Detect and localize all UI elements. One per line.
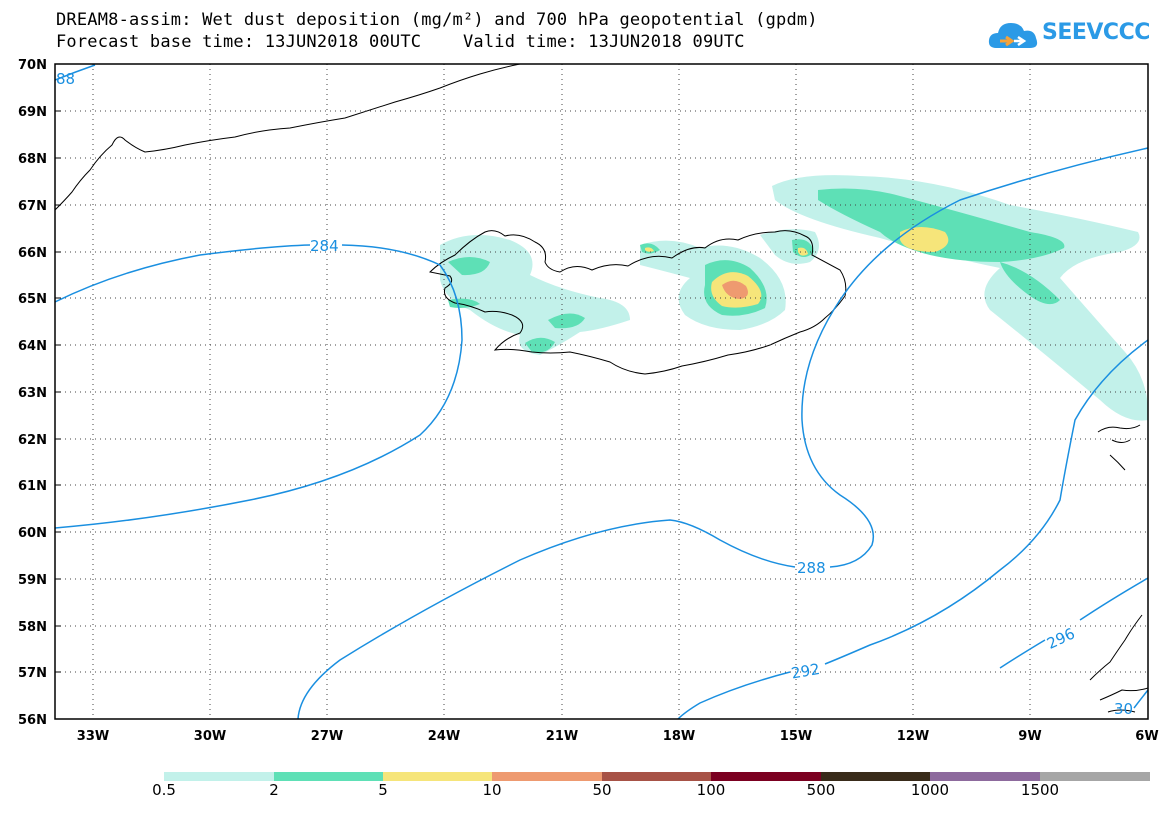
legend-label: 1500 [1020, 781, 1060, 799]
lat-label: 70N [18, 58, 47, 73]
lat-label: 69N [18, 105, 47, 120]
contour-labels: 88 284 288 292 296 30 [56, 70, 1133, 718]
lon-label: 27W [311, 729, 343, 744]
legend-label: 5 [378, 781, 388, 799]
forecast-times: Forecast base time: 13JUN2018 00UTC Vali… [56, 32, 745, 52]
legend-swatch [602, 772, 711, 781]
contour-280 [55, 64, 96, 81]
dust-iceland-center-orange [722, 280, 748, 299]
dust-iceland-small-y [645, 247, 654, 252]
legend-label: 100 [696, 781, 726, 799]
contour-label: 296 [1044, 624, 1078, 652]
map-title: DREAM8-assim: Wet dust deposition (mg/m²… [56, 10, 818, 30]
lon-label: 9W [1018, 729, 1041, 744]
lat-label: 64N [18, 339, 47, 354]
legend-label: 0.5 [152, 781, 176, 799]
lat-label: 61N [18, 479, 47, 494]
lat-label: 68N [18, 152, 47, 167]
contour-label: 292 [790, 660, 821, 683]
faroe-coast [1097, 424, 1141, 471]
contour-292 [677, 339, 1148, 719]
dust-iceland-west-outer [440, 235, 630, 355]
scotland-coast [1089, 614, 1148, 713]
lon-label: 21W [546, 729, 578, 744]
lat-label: 62N [18, 433, 47, 448]
lat-label: 63N [18, 386, 47, 401]
lat-label: 65N [18, 292, 47, 307]
contour-284 [55, 244, 463, 529]
dust-deposition-layer [440, 175, 1148, 421]
lat-label: 59N [18, 573, 47, 588]
lat-label: 57N [18, 666, 47, 681]
legend-label: 1000 [910, 781, 950, 799]
dust-iceland-west-mid4 [448, 298, 480, 308]
dust-iceland-west-mid2 [548, 313, 585, 329]
contour-300 [1133, 689, 1148, 709]
legend-label: 50 [592, 781, 612, 799]
contour-label: 288 [797, 559, 826, 577]
lat-label: 58N [18, 620, 47, 635]
lon-label: 18W [663, 729, 695, 744]
iceland-coast [428, 230, 847, 375]
map-frame [54, 63, 1149, 720]
contour-label: 30 [1114, 700, 1133, 718]
dust-plume-mid-tail [1000, 262, 1060, 305]
legend-label: 2 [269, 781, 279, 799]
lon-label: 12W [897, 729, 929, 744]
lat-label: 66N [18, 246, 47, 261]
cloud-icon [988, 23, 1038, 48]
legend-swatch [930, 772, 1040, 781]
legend-swatch [1040, 772, 1150, 781]
lat-tick-marks [55, 63, 61, 720]
lon-label: 30W [194, 729, 226, 744]
coastlines [55, 64, 1148, 713]
legend-swatch [492, 772, 602, 781]
legend-label: 10 [482, 781, 502, 799]
dust-iceland-west-mid1 [448, 257, 490, 276]
lat-label: 67N [18, 199, 47, 214]
legend-swatch [711, 772, 821, 781]
legend-swatch [821, 772, 930, 781]
dust-iceland-east-yellow [798, 247, 808, 256]
contour-label: 284 [310, 237, 339, 255]
dust-plume-core [900, 227, 949, 252]
legend-label: 500 [806, 781, 836, 799]
seevccc-logo: SEEVCCC [988, 18, 1158, 58]
geopotential-contours [55, 64, 1148, 719]
gridlines [55, 64, 1148, 719]
dust-plume-mid [818, 188, 1065, 262]
lat-label: 60N [18, 526, 47, 541]
contour-label: 88 [56, 70, 75, 88]
lon-label: 15W [780, 729, 812, 744]
lat-labels: 70N 69N 68N 67N 66N 65N 64N 63N 62N 61N … [18, 58, 47, 728]
legend-swatch [164, 772, 274, 781]
lon-label: 33W [77, 729, 109, 744]
legend-swatch [383, 772, 492, 781]
legend-swatch [274, 772, 383, 781]
dust-plume-outer [772, 175, 1148, 421]
lon-labels: 33W 30W 27W 24W 21W 18W 15W 12W 9W 6W [77, 729, 1159, 744]
lon-label: 24W [428, 729, 460, 744]
lon-label: 6W [1135, 729, 1158, 744]
greenland-coast [55, 64, 521, 211]
contour-296 [999, 577, 1148, 669]
lat-label: 56N [18, 713, 47, 728]
logo-text: SEEVCCC [1042, 20, 1150, 45]
contour-288 [297, 147, 1148, 719]
